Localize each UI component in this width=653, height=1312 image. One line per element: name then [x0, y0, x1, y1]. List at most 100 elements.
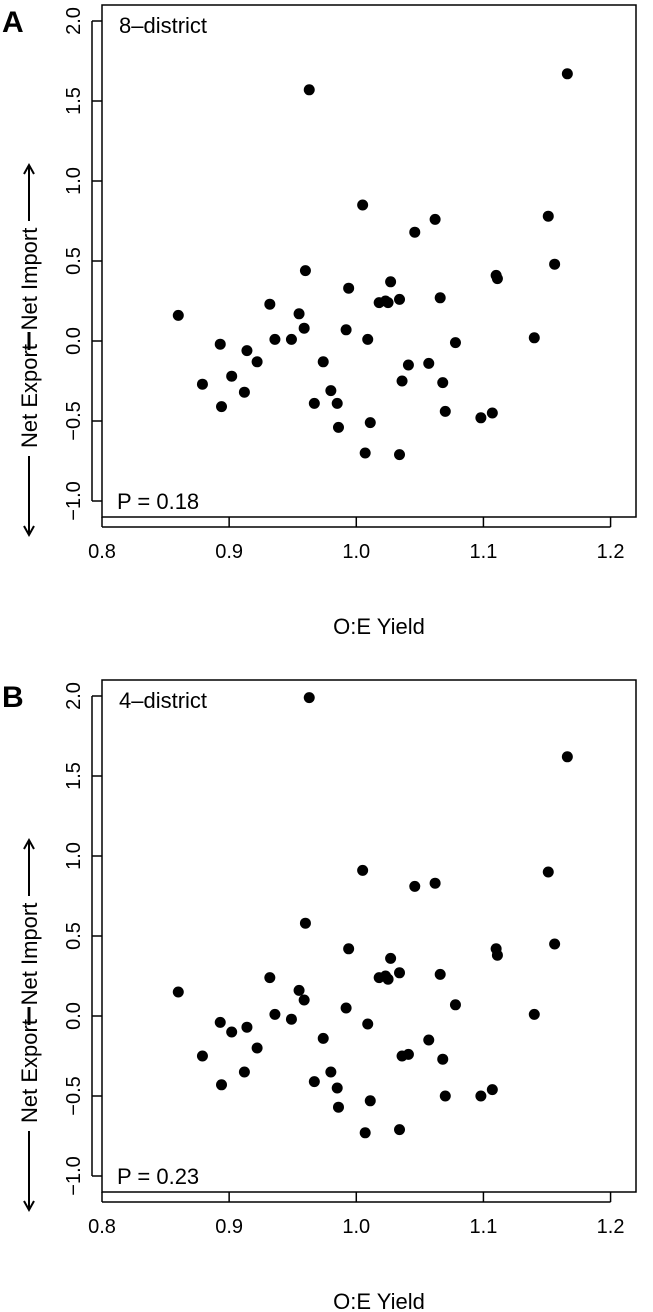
data-point [561, 751, 573, 763]
import-arrow-head [23, 162, 35, 175]
data-point [226, 1026, 238, 1038]
y-tick-label: 0.0 [63, 327, 85, 355]
data-point [437, 1053, 449, 1065]
y-label-export: Net Export [17, 344, 42, 448]
data-point [528, 332, 540, 344]
data-point [298, 994, 310, 1006]
x-tick-label: 0.9 [215, 541, 243, 563]
y-label-import: Net Import [17, 228, 42, 331]
data-point [429, 213, 441, 225]
data-point [382, 973, 394, 985]
y-tick-label: 1.0 [63, 842, 85, 870]
data-point [437, 377, 449, 389]
y-tick-label: −0.5 [63, 401, 85, 440]
data-point [226, 370, 238, 382]
y-tick-label: 1.5 [63, 87, 85, 115]
y-label-export: Net Export [17, 1019, 42, 1123]
data-point [364, 417, 376, 429]
y-tick-label: 0.0 [63, 1002, 85, 1030]
data-point [325, 1066, 337, 1078]
panel-b: 0.8 0.9 1.0 1.1 1.2 −1.0 −0.5 0.0 0.5 1.0 1.5 2.0 Ne… [2, 679, 637, 1312]
panel-letter: A [2, 6, 24, 39]
data-point [214, 338, 226, 350]
data-point [429, 877, 441, 889]
data-point [317, 356, 329, 368]
data-point [409, 880, 421, 892]
data-point [491, 949, 503, 961]
data-point [308, 397, 320, 409]
y-tick-label: 2.0 [63, 7, 85, 35]
data-point [362, 333, 374, 345]
x-axis-title: O:E Yield [333, 1289, 425, 1312]
panel-a: 0.8 0.9 1.0 1.1 1.2 −1.0 −0.5 0.0 0.5 1.0 1.5 2.0 Ne… [2, 4, 637, 639]
data-point [449, 337, 461, 349]
data-point [340, 1002, 352, 1014]
data-point [409, 226, 421, 238]
data-point [402, 359, 414, 371]
data-point [423, 1034, 435, 1046]
data-point [561, 68, 573, 80]
data-point [362, 1018, 374, 1030]
data-point [434, 292, 446, 304]
data-point [394, 1124, 406, 1136]
data-point [331, 397, 343, 409]
data-point [382, 297, 394, 309]
data-point [439, 1090, 451, 1102]
data-point [299, 917, 311, 929]
data-point [241, 345, 253, 357]
data-point [343, 282, 355, 294]
data-point [241, 1021, 253, 1033]
data-point [394, 967, 406, 979]
x-tick-label: 0.9 [215, 1216, 243, 1238]
data-point [332, 1101, 344, 1113]
data-point [549, 938, 561, 950]
data-point [475, 412, 487, 424]
data-point [357, 864, 369, 876]
data-point [332, 421, 344, 433]
data-point [359, 447, 371, 459]
data-point [486, 1084, 498, 1096]
data-point [549, 258, 561, 270]
data-point [357, 199, 369, 211]
data-point [216, 401, 228, 413]
data-point [172, 309, 184, 321]
data-point [293, 984, 305, 996]
data-point [264, 298, 276, 310]
plot-frame [101, 679, 637, 1193]
data-point [385, 952, 397, 964]
y-tick-label: −1.0 [63, 481, 85, 520]
data-point [394, 449, 406, 461]
x-tick-label: 1.1 [470, 1216, 498, 1238]
export-arrow-head [23, 525, 35, 538]
data-point [449, 999, 461, 1011]
panel-title: 8–district [119, 13, 207, 38]
data-point [343, 943, 355, 955]
data-point [396, 375, 408, 387]
data-point [285, 1013, 297, 1025]
data-point [491, 273, 503, 285]
data-point [216, 1079, 228, 1091]
p-value: P = 0.23 [117, 1164, 199, 1189]
data-point [172, 986, 184, 998]
x-tick-label: 1.0 [342, 541, 370, 563]
y-tick-label: 1.0 [63, 167, 85, 195]
import-arrow-head [23, 837, 35, 850]
y-tick-label: 0.5 [63, 922, 85, 950]
data-point [439, 405, 451, 417]
data-point [238, 1066, 250, 1078]
data-point [269, 1008, 281, 1020]
data-point [251, 1042, 263, 1054]
x-tick-label: 0.8 [88, 1216, 116, 1238]
data-point [486, 407, 498, 419]
data-point [251, 356, 263, 368]
data-point [196, 1050, 208, 1062]
y-tick-label: 0.5 [63, 247, 85, 275]
export-arrow-head [23, 1200, 35, 1213]
data-point [385, 276, 397, 288]
data-point [317, 1032, 329, 1044]
data-point [423, 357, 435, 369]
x-tick-label: 1.2 [597, 1216, 625, 1238]
data-point [264, 972, 276, 984]
y-label-import: Net Import [17, 903, 42, 1006]
